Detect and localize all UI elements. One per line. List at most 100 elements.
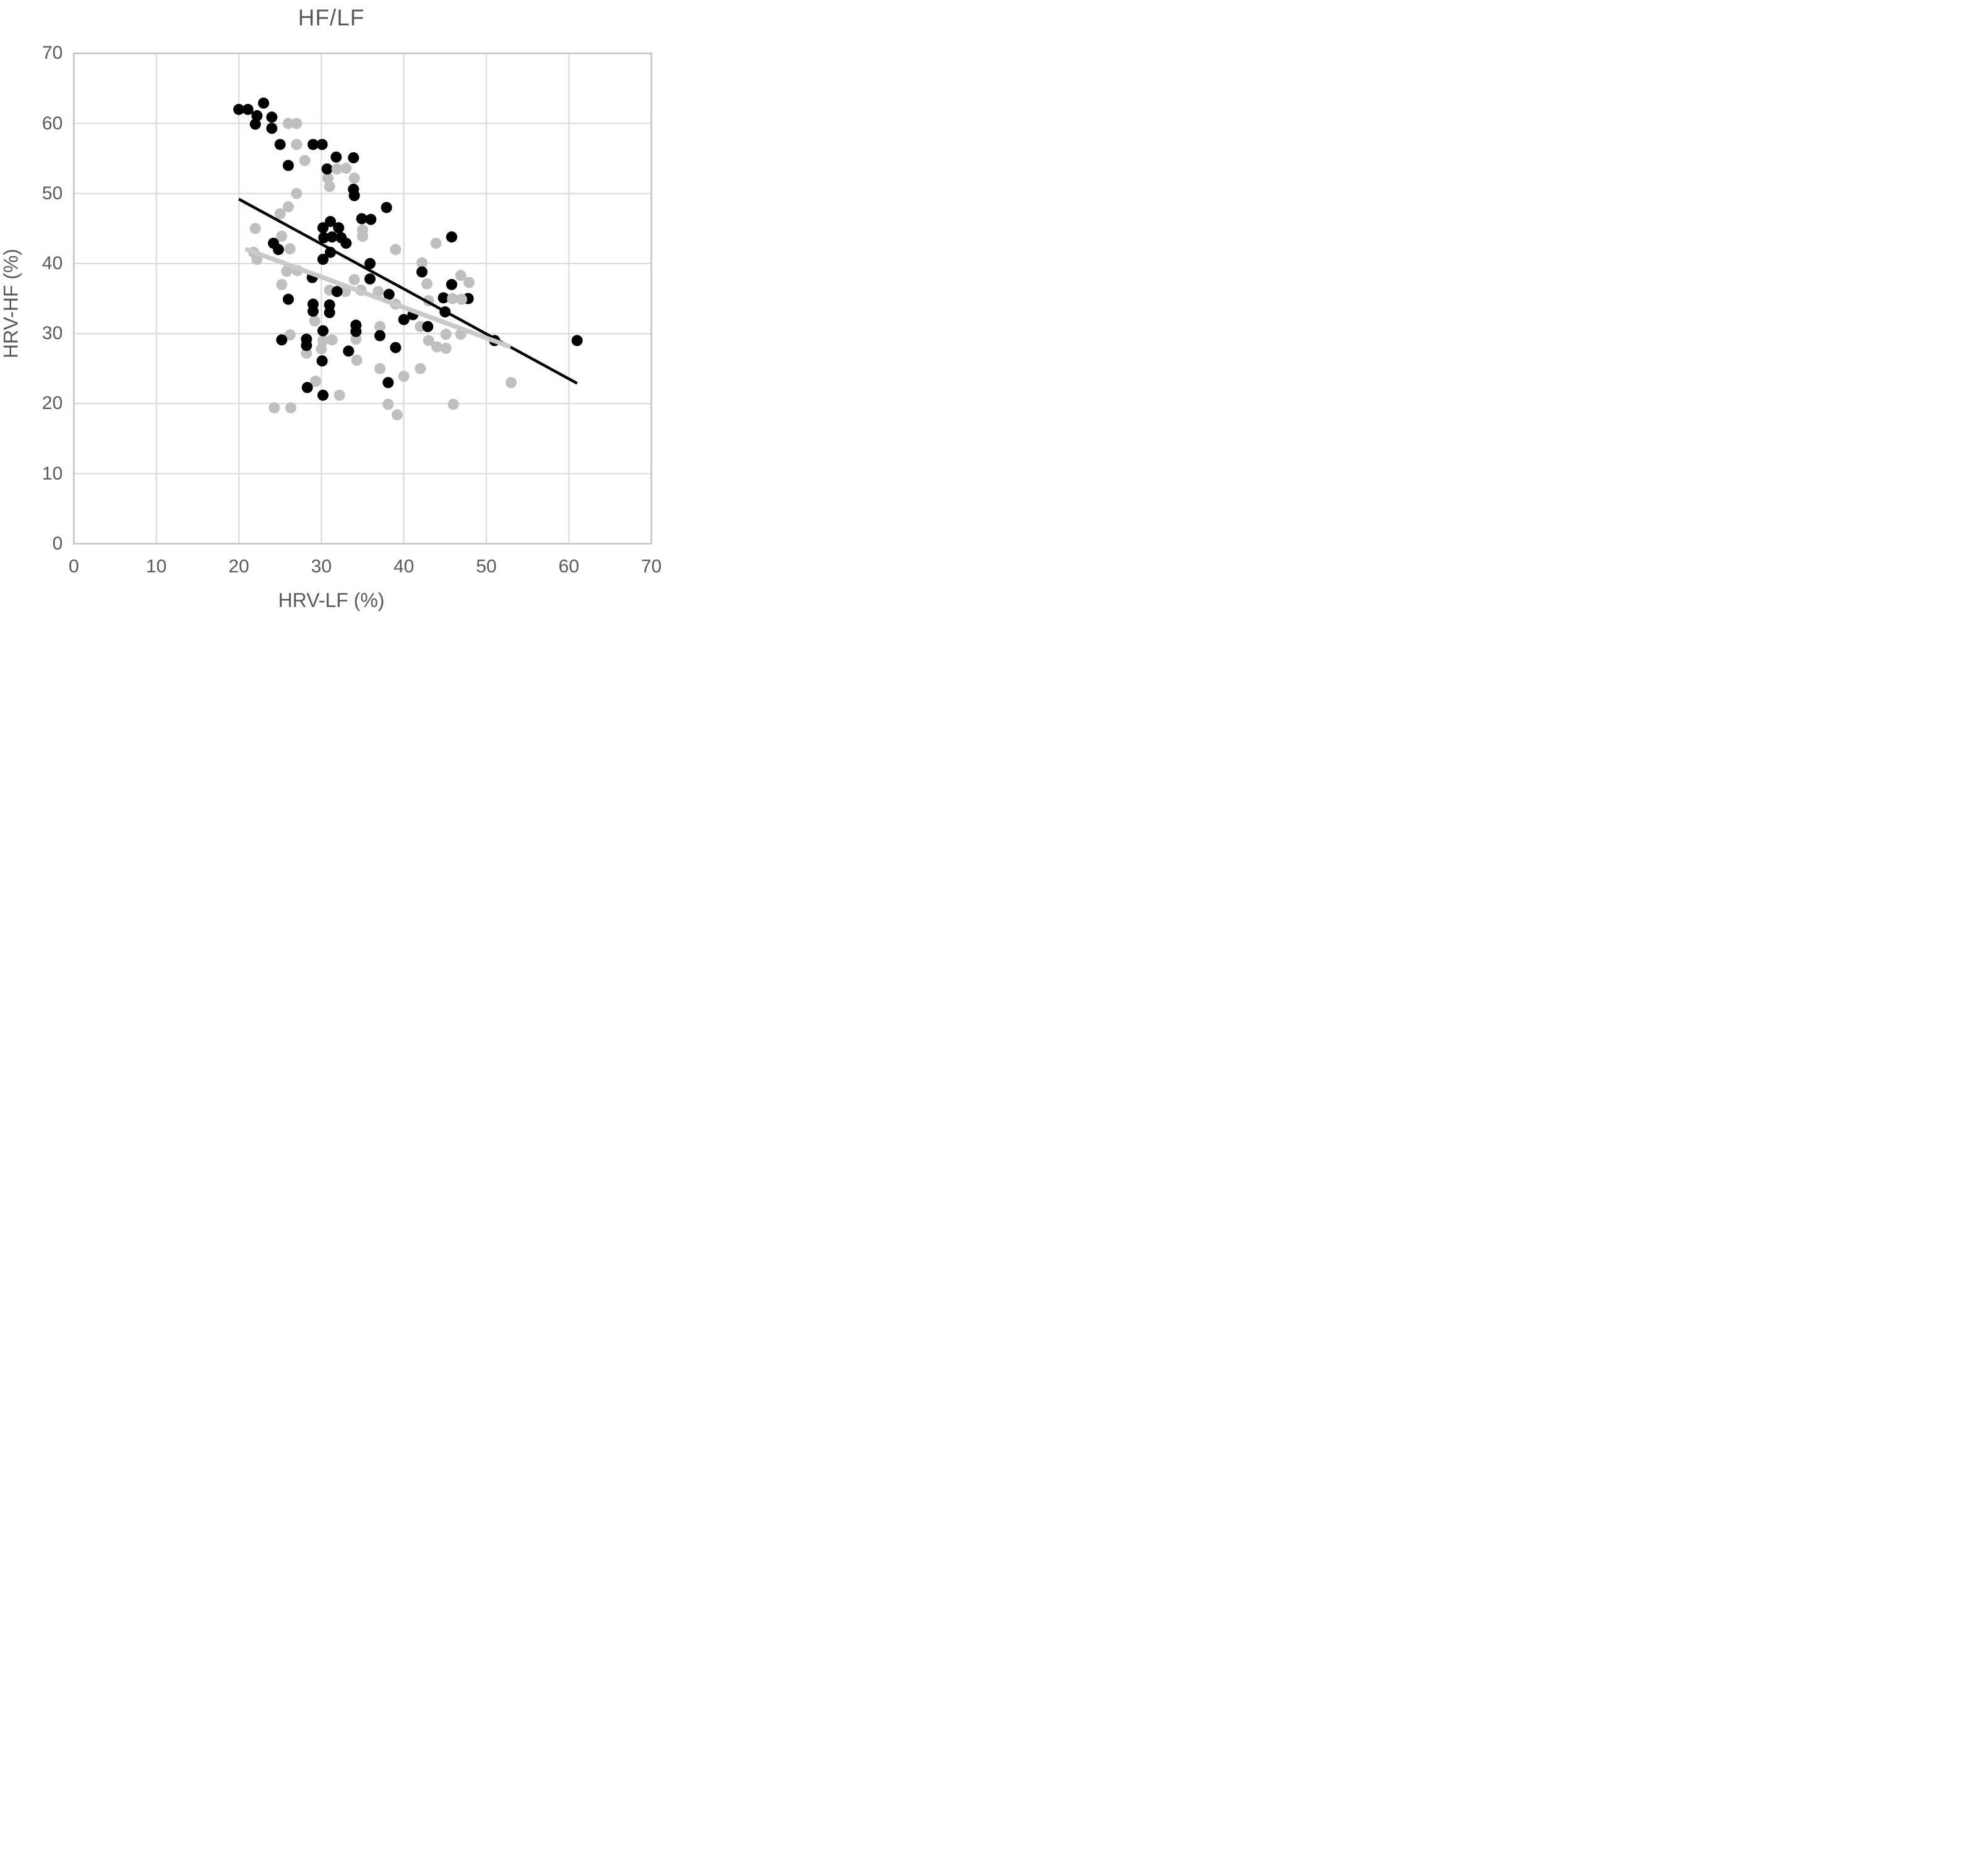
data-point-gray bbox=[440, 342, 452, 354]
data-point-gray bbox=[374, 363, 386, 374]
data-point-gray bbox=[285, 402, 296, 414]
data-point-black bbox=[316, 355, 328, 367]
x-tick-label-60: 60 bbox=[558, 556, 580, 577]
data-point-black bbox=[446, 278, 458, 290]
y-tick-label-40: 40 bbox=[41, 252, 63, 273]
data-point-gray bbox=[331, 163, 343, 175]
data-point-black bbox=[316, 139, 328, 150]
data-point-black bbox=[266, 123, 278, 134]
data-point-black bbox=[317, 254, 329, 265]
data-point-black bbox=[318, 232, 330, 244]
x-tick-label-50: 50 bbox=[476, 556, 497, 577]
data-point-gray bbox=[324, 181, 335, 192]
data-point-gray bbox=[374, 321, 386, 332]
data-point-black bbox=[331, 286, 343, 298]
black-trendline bbox=[238, 197, 578, 385]
data-point-black bbox=[390, 342, 402, 353]
data-point-gray bbox=[357, 230, 368, 242]
data-point-gray bbox=[440, 329, 452, 340]
data-point-black bbox=[307, 305, 319, 317]
data-point-black bbox=[348, 152, 359, 163]
data-point-black bbox=[398, 314, 410, 325]
data-point-gray bbox=[299, 155, 311, 166]
data-point-black bbox=[340, 238, 352, 249]
data-point-black bbox=[233, 103, 244, 115]
data-point-gray bbox=[281, 265, 293, 277]
x-tick-label-70: 70 bbox=[641, 556, 662, 577]
data-point-gray bbox=[284, 243, 296, 255]
data-point-black bbox=[324, 299, 335, 311]
data-point-gray bbox=[415, 363, 426, 374]
x-axis-title: HRV-LF (%) bbox=[278, 589, 385, 611]
data-point-gray bbox=[430, 238, 442, 249]
data-point-gray bbox=[350, 334, 362, 345]
data-point-gray bbox=[447, 398, 459, 410]
data-point-gray bbox=[276, 230, 288, 242]
data-point-gray bbox=[274, 208, 286, 220]
data-point-gray bbox=[301, 347, 312, 359]
data-point-black bbox=[307, 139, 319, 150]
data-point-black bbox=[274, 139, 286, 150]
x-tick-label-20: 20 bbox=[228, 556, 249, 577]
data-point-gray bbox=[382, 398, 394, 410]
data-point-gray bbox=[282, 118, 294, 129]
data-point-black bbox=[350, 325, 362, 337]
data-point-gray bbox=[416, 257, 428, 269]
data-point-gray bbox=[455, 270, 467, 282]
y-tick-label-10: 10 bbox=[41, 463, 63, 484]
data-point-black bbox=[446, 231, 458, 243]
x-tick-label-40: 40 bbox=[393, 556, 415, 577]
data-point-gray bbox=[249, 223, 261, 235]
y-tick-label-60: 60 bbox=[41, 113, 63, 134]
data-point-gray bbox=[291, 118, 303, 129]
data-point-black bbox=[381, 202, 392, 213]
data-point-black bbox=[383, 288, 395, 300]
data-point-black bbox=[324, 215, 336, 227]
data-point-black bbox=[326, 231, 338, 243]
data-point-gray bbox=[398, 371, 410, 382]
data-point-black bbox=[416, 266, 428, 278]
data-point-black bbox=[321, 163, 333, 175]
data-point-gray bbox=[326, 334, 338, 346]
data-point-gray bbox=[431, 341, 443, 353]
scatter-chart-figure: HF/LF HRV-HF (%) 0 10 20 30 40 50 60 70 0 10 20 30… bbox=[0, 0, 663, 620]
data-point-gray bbox=[423, 335, 434, 347]
data-point-gray bbox=[322, 172, 333, 184]
data-point-gray bbox=[463, 277, 475, 288]
x-tick-label-0: 0 bbox=[68, 556, 79, 577]
data-point-black bbox=[317, 325, 329, 337]
data-point-gray bbox=[390, 244, 402, 256]
data-point-gray bbox=[316, 343, 327, 355]
data-point-black bbox=[364, 257, 376, 269]
data-point-gray bbox=[421, 278, 433, 290]
data-point-black bbox=[317, 222, 329, 234]
data-point-black bbox=[266, 111, 278, 123]
data-point-black bbox=[333, 222, 345, 234]
data-point-black bbox=[282, 160, 294, 171]
data-point-gray bbox=[348, 273, 360, 285]
data-point-gray bbox=[372, 286, 384, 298]
data-point-gray bbox=[351, 355, 363, 366]
data-point-black bbox=[343, 345, 355, 357]
data-point-black bbox=[257, 97, 269, 109]
data-point-black bbox=[282, 293, 294, 305]
y-tick-label-0: 0 bbox=[52, 533, 63, 554]
data-point-black bbox=[571, 335, 583, 347]
data-point-black bbox=[348, 190, 360, 202]
data-point-gray bbox=[309, 315, 321, 327]
y-tick-label-20: 20 bbox=[41, 393, 63, 414]
x-tick-label-30: 30 bbox=[311, 556, 332, 577]
data-point-gray bbox=[269, 402, 280, 414]
data-point-gray bbox=[284, 329, 296, 341]
data-point-black bbox=[364, 273, 376, 285]
data-point-black bbox=[317, 389, 329, 401]
data-point-black bbox=[422, 321, 434, 332]
data-point-black bbox=[330, 151, 342, 163]
data-point-black bbox=[301, 382, 313, 394]
data-point-black bbox=[437, 292, 449, 304]
data-point-gray bbox=[340, 162, 352, 174]
data-point-black bbox=[324, 307, 335, 319]
plot-area bbox=[73, 53, 652, 545]
chart-title: HF/LF bbox=[298, 5, 365, 30]
data-point-gray bbox=[333, 389, 345, 401]
